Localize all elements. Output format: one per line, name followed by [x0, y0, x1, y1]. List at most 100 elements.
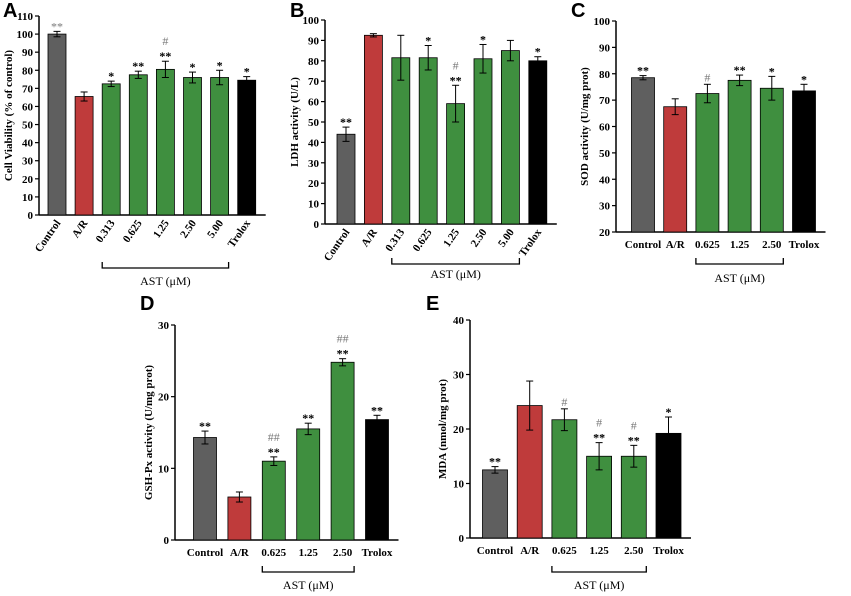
y-tick-label: 70	[22, 83, 34, 95]
hash-mark: ##	[337, 332, 349, 346]
y-axis-title: SOD activity (U/mg prot)	[579, 67, 591, 186]
category-label: 1.25	[589, 545, 609, 557]
y-tick-label: 20	[453, 424, 465, 436]
significance-mark: *	[801, 72, 807, 86]
panel-letter: C	[571, 0, 585, 22]
significance-mark: *	[666, 405, 672, 419]
y-tick-label: 30	[308, 158, 320, 170]
hash-mark: #	[704, 70, 710, 84]
y-tick-label: 10	[158, 463, 170, 475]
y-tick-label: 10	[308, 199, 320, 211]
y-tick-label: 40	[599, 174, 611, 186]
group-bracket	[261, 566, 355, 573]
significance-mark: **	[132, 59, 144, 73]
y-tick-label: 10	[453, 479, 465, 491]
group-label: AST (μM)	[714, 271, 765, 285]
y-tick-label: 110	[17, 11, 33, 23]
y-tick-label: 0	[164, 535, 170, 547]
y-tick-label: 30	[22, 156, 34, 168]
bar-2-50	[759, 87, 784, 233]
category-label: 0.625	[411, 226, 435, 254]
y-tick-label: 40	[308, 137, 320, 149]
panel-a: A 0 10 20 30 40 50 60 70 80 90 100 110 Cell Viability…	[3, 0, 266, 288]
category-label: Trolox	[226, 217, 254, 249]
y-tick-label: 40	[22, 138, 34, 150]
y-tick-label: 20	[599, 227, 611, 239]
bar-control	[193, 437, 217, 541]
category-label: Control	[187, 547, 223, 559]
panel-letter: B	[290, 0, 304, 22]
significance-mark: **	[593, 431, 605, 445]
bar-1-25	[155, 68, 175, 216]
significance-mark: **	[628, 433, 640, 447]
significance-mark: *	[535, 45, 541, 59]
hash-mark: #	[453, 58, 459, 72]
bar-control	[47, 33, 67, 216]
significance-mark: **	[51, 19, 63, 33]
bar-5-00	[500, 50, 520, 225]
category-label: 1.25	[151, 217, 172, 240]
category-label: Control	[322, 227, 353, 264]
significance-mark: **	[637, 64, 649, 78]
significance-mark: *	[108, 69, 114, 83]
significance-mark: **	[268, 445, 280, 459]
bar-1-25	[727, 79, 752, 233]
bar-control	[336, 133, 356, 225]
hash-mark: ##	[268, 430, 280, 444]
y-tick-label: 10	[22, 192, 34, 204]
category-label: Trolox	[517, 226, 545, 258]
significance-mark: *	[190, 60, 196, 74]
hash-mark: #	[631, 418, 637, 432]
significance-mark: **	[302, 411, 314, 425]
y-axis-title: GSH-Px activity (U/mg prot)	[143, 365, 155, 500]
significance-mark: **	[159, 49, 171, 63]
group-label: AST (μM)	[140, 274, 191, 288]
y-tick-label: 50	[308, 117, 320, 129]
y-tick-label: 70	[599, 95, 611, 107]
y-tick-label: 80	[599, 69, 611, 81]
category-label: Trolox	[362, 547, 393, 559]
category-label: 2.50	[624, 545, 644, 557]
y-tick-label: 80	[22, 65, 34, 77]
bar-0-625	[128, 74, 148, 216]
y-tick-label: 30	[453, 370, 465, 382]
y-tick-label: 60	[599, 122, 611, 134]
bar-0-625	[551, 419, 578, 539]
y-tick-label: 70	[308, 76, 320, 88]
hash-mark: #	[162, 34, 168, 48]
y-axis-title: MDA (nmol/mg prot)	[437, 379, 449, 479]
category-label: 5.00	[205, 217, 226, 240]
category-label: Control	[625, 239, 661, 251]
y-tick-label: 0	[314, 219, 320, 231]
category-label: A/R	[520, 545, 540, 557]
bar-trolox	[365, 419, 389, 541]
y-tick-label: 0	[28, 210, 34, 222]
hash-mark: #	[561, 395, 567, 409]
y-axis-title: Cell Viability (% of control)	[3, 50, 15, 182]
category-label: 5.00	[496, 226, 517, 249]
y-tick-label: 20	[308, 178, 320, 190]
y-tick-label: 50	[599, 148, 611, 160]
category-label: 2.50	[178, 217, 199, 240]
y-tick-label: 30	[599, 201, 611, 213]
y-tick-label: 0	[459, 533, 465, 545]
y-tick-label: 90	[22, 47, 34, 59]
y-tick-label: 100	[17, 29, 34, 41]
significance-mark: **	[371, 403, 383, 417]
bar-0-313	[391, 57, 411, 225]
category-label: A/R	[230, 547, 250, 559]
category-label: 1.25	[730, 239, 750, 251]
significance-mark: **	[734, 63, 746, 77]
category-label: 1.25	[299, 547, 319, 559]
group-bracket	[695, 258, 784, 265]
category-label: Trolox	[653, 545, 684, 557]
category-label: 0.313	[94, 217, 118, 245]
significance-mark: *	[244, 65, 250, 79]
significance-mark: **	[340, 115, 352, 129]
y-tick-label: 40	[453, 315, 465, 327]
category-label: 2.50	[762, 239, 782, 251]
group-bracket	[551, 566, 647, 573]
y-tick-label: 50	[22, 120, 34, 132]
group-label: AST (μM)	[283, 578, 334, 592]
